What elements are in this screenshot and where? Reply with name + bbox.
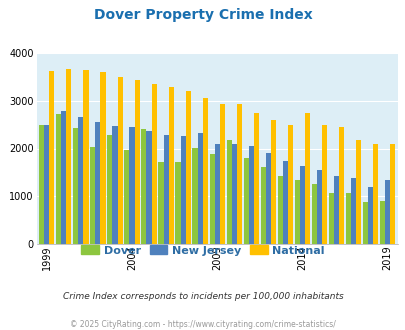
Legend: Dover, New Jersey, National: Dover, New Jersey, National <box>77 241 328 260</box>
Bar <box>379 201 384 244</box>
Bar <box>372 144 377 244</box>
Bar <box>350 178 355 244</box>
Bar <box>39 125 44 244</box>
Bar <box>248 146 253 244</box>
Bar <box>328 193 333 244</box>
Bar <box>197 133 202 244</box>
Bar <box>209 154 214 244</box>
Bar <box>226 140 231 244</box>
Text: © 2025 CityRating.com - https://www.cityrating.com/crime-statistics/: © 2025 CityRating.com - https://www.city… <box>70 320 335 329</box>
Bar <box>83 70 88 244</box>
Bar <box>90 147 95 244</box>
Bar <box>253 113 258 244</box>
Bar <box>265 153 270 244</box>
Bar <box>389 144 394 244</box>
Bar <box>61 111 66 244</box>
Bar <box>299 166 304 244</box>
Bar <box>192 148 197 244</box>
Bar <box>163 135 168 244</box>
Bar <box>355 140 360 244</box>
Bar <box>202 98 207 244</box>
Bar <box>95 122 100 244</box>
Bar <box>124 150 129 244</box>
Bar <box>134 80 139 244</box>
Bar <box>304 113 309 244</box>
Bar <box>214 144 219 244</box>
Bar <box>338 127 343 244</box>
Bar <box>66 69 71 244</box>
Bar <box>333 176 338 244</box>
Bar <box>56 114 61 244</box>
Bar <box>362 202 367 244</box>
Bar <box>180 136 185 244</box>
Bar <box>345 193 350 244</box>
Bar <box>112 126 117 244</box>
Bar <box>277 176 282 244</box>
Bar <box>49 72 54 244</box>
Bar <box>243 158 248 244</box>
Bar <box>270 120 275 244</box>
Bar <box>294 180 299 244</box>
Bar <box>73 128 78 244</box>
Bar <box>287 125 292 244</box>
Bar <box>260 167 265 244</box>
Bar <box>236 104 241 244</box>
Bar <box>311 184 316 244</box>
Bar <box>231 144 236 244</box>
Bar <box>282 161 287 244</box>
Bar <box>219 104 224 244</box>
Bar <box>141 129 146 244</box>
Bar <box>316 170 321 244</box>
Bar <box>168 87 173 244</box>
Bar <box>78 117 83 244</box>
Bar <box>117 77 122 244</box>
Bar <box>100 72 105 244</box>
Bar <box>129 127 134 244</box>
Bar <box>151 84 156 244</box>
Bar <box>175 162 180 244</box>
Bar <box>185 91 190 244</box>
Text: Dover Property Crime Index: Dover Property Crime Index <box>94 8 311 22</box>
Bar <box>321 125 326 244</box>
Bar <box>44 125 49 244</box>
Text: Crime Index corresponds to incidents per 100,000 inhabitants: Crime Index corresponds to incidents per… <box>62 292 343 301</box>
Bar <box>384 180 389 244</box>
Bar <box>107 135 112 244</box>
Bar <box>367 187 372 244</box>
Bar <box>146 131 151 244</box>
Bar <box>158 162 163 244</box>
